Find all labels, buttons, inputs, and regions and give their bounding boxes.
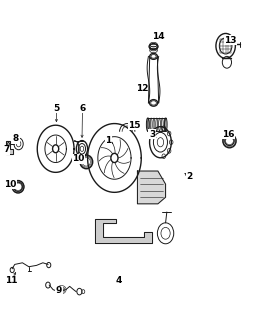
Text: 9: 9 bbox=[56, 286, 62, 295]
Text: 8: 8 bbox=[13, 135, 19, 143]
Text: 5: 5 bbox=[53, 104, 60, 113]
Text: 2: 2 bbox=[186, 172, 192, 182]
Text: 16: 16 bbox=[223, 130, 235, 139]
Polygon shape bbox=[95, 218, 152, 243]
Text: 1: 1 bbox=[105, 137, 112, 145]
Text: 3: 3 bbox=[149, 130, 155, 139]
Text: 10: 10 bbox=[72, 154, 85, 163]
Text: 10: 10 bbox=[4, 180, 17, 189]
Text: 6: 6 bbox=[79, 104, 86, 113]
Text: 13: 13 bbox=[225, 36, 237, 44]
Polygon shape bbox=[137, 171, 166, 204]
Text: 14: 14 bbox=[152, 32, 164, 41]
Text: 4: 4 bbox=[116, 276, 122, 285]
Text: 12: 12 bbox=[135, 84, 148, 93]
Polygon shape bbox=[6, 140, 13, 154]
Text: 7: 7 bbox=[3, 145, 10, 154]
Text: 11: 11 bbox=[5, 276, 18, 285]
Text: 15: 15 bbox=[128, 121, 141, 130]
